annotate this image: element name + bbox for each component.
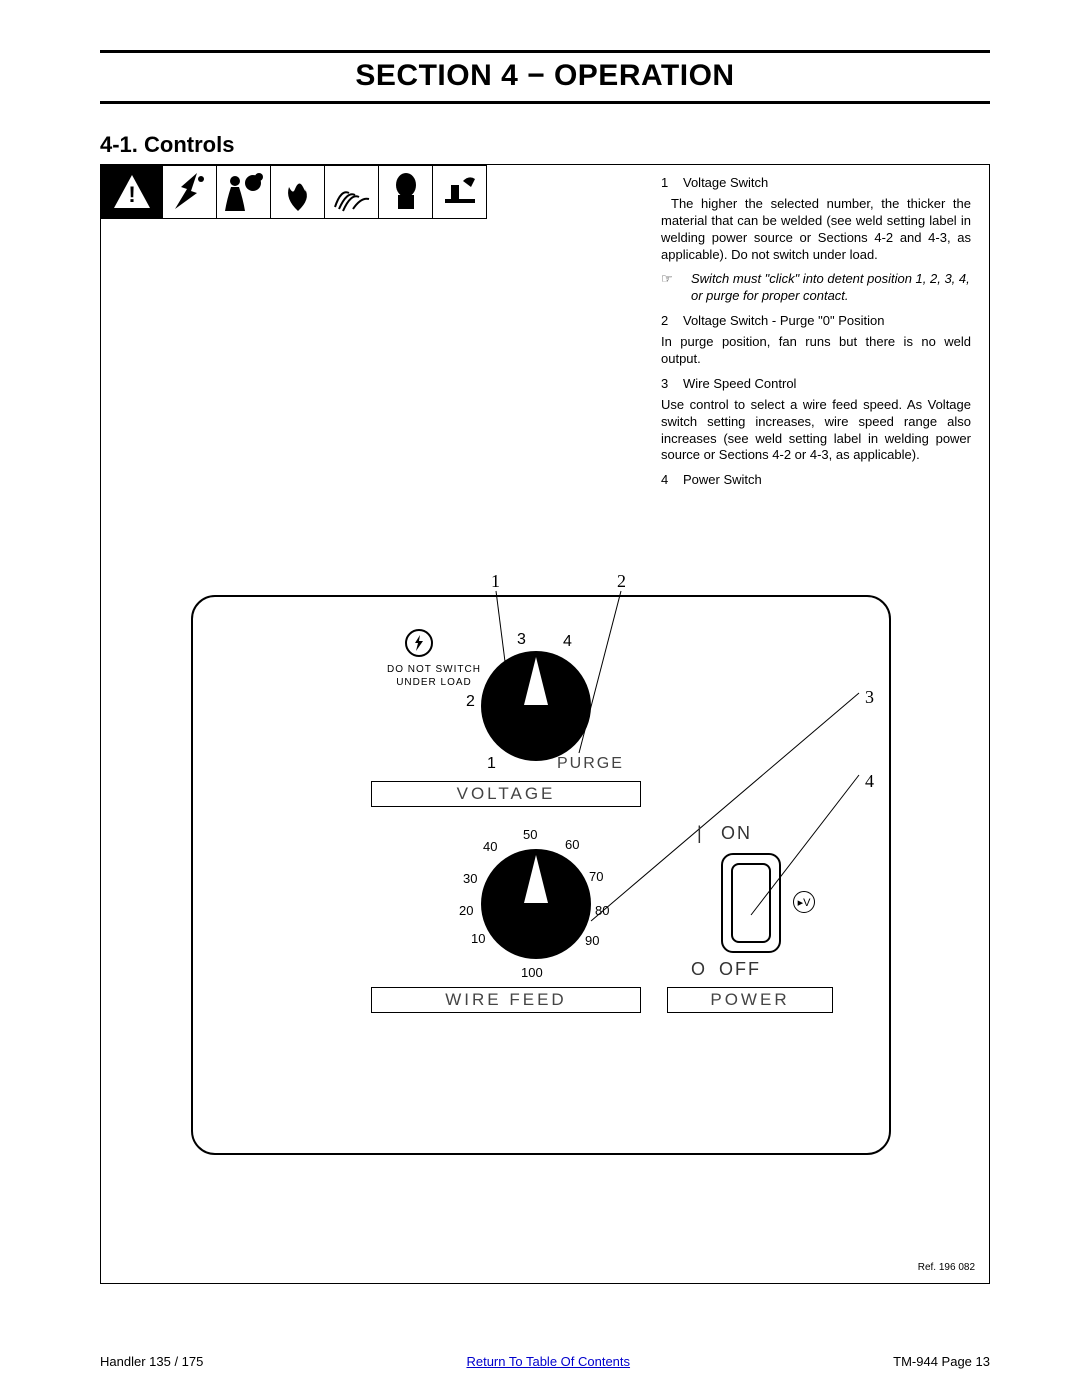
wf-tick: 20 bbox=[459, 903, 473, 918]
reference-number: Ref. 196 082 bbox=[918, 1262, 975, 1273]
wf-tick: 10 bbox=[471, 931, 485, 946]
note-row: ☞ Switch must "click" into detent positi… bbox=[661, 271, 971, 305]
voltage-tick: 4 bbox=[563, 633, 572, 651]
hazard-icon-1 bbox=[163, 165, 217, 219]
wf-tick: 70 bbox=[589, 869, 603, 884]
wirefeed-dial bbox=[481, 849, 591, 959]
legend-num: 4 bbox=[661, 472, 683, 489]
wf-tick: 90 bbox=[585, 933, 599, 948]
legend-num: 2 bbox=[661, 313, 683, 330]
wf-tick: 60 bbox=[565, 837, 579, 852]
voltage-dial bbox=[481, 651, 591, 761]
warning-triangle-icon: ! bbox=[101, 165, 163, 219]
legend-num: 3 bbox=[661, 376, 683, 393]
note-text: Switch must "click" into detent position… bbox=[691, 271, 971, 305]
callout-2: 2 bbox=[617, 571, 626, 592]
wf-tick: 80 bbox=[595, 903, 609, 918]
footer-right: TM-944 Page 13 bbox=[893, 1354, 990, 1369]
section-title: SECTION 4 − OPERATION bbox=[100, 50, 990, 104]
legend-para: In purge position, fan runs but there is… bbox=[661, 334, 971, 368]
wirefeed-box-label: WIRE FEED bbox=[371, 987, 641, 1013]
callout-3-side: 3 bbox=[865, 687, 874, 708]
wf-tick: 30 bbox=[463, 871, 477, 886]
toc-link[interactable]: Return To Table Of Contents bbox=[466, 1354, 630, 1369]
legend-label: Voltage Switch bbox=[683, 175, 768, 192]
callout-1: 1 bbox=[491, 571, 500, 592]
on-label: ON bbox=[721, 823, 752, 844]
controls-diagram: 1 2 3 4 DO NOT SWITCH UNDER LOAD bbox=[191, 595, 891, 1235]
warning-strip: ! bbox=[101, 165, 487, 219]
shock-icon bbox=[405, 629, 433, 657]
do-not-switch-label: DO NOT SWITCH UNDER LOAD bbox=[379, 663, 489, 689]
legend-label: Power Switch bbox=[683, 472, 762, 489]
legend-label: Voltage Switch - Purge "0" Position bbox=[683, 313, 884, 330]
legend-column: 1Voltage Switch The higher the selected … bbox=[661, 175, 971, 493]
footer-left: Handler 135 / 175 bbox=[100, 1354, 203, 1369]
voltage-tick: 3 bbox=[517, 631, 526, 649]
hazard-icon-2 bbox=[217, 165, 271, 219]
legend-label: Wire Speed Control bbox=[683, 376, 796, 393]
subsection-heading: 4-1. Controls bbox=[100, 132, 990, 158]
callout-4-side: 4 bbox=[865, 771, 874, 792]
svg-text:!: ! bbox=[128, 182, 135, 207]
voltage-box-label: VOLTAGE bbox=[371, 781, 641, 807]
content-frame: ! 1Voltage Switch The higher the selecte… bbox=[100, 164, 990, 1284]
note-icon: ☞ bbox=[661, 271, 691, 305]
hazard-icon-6 bbox=[433, 165, 487, 219]
power-box-label: POWER bbox=[667, 987, 833, 1013]
voltage-symbol-icon: ▸V bbox=[793, 891, 815, 913]
off-label: OFF bbox=[719, 959, 761, 980]
hazard-icon-3 bbox=[271, 165, 325, 219]
legend-para: Use control to select a wire feed speed.… bbox=[661, 397, 971, 465]
voltage-tick: 1 bbox=[487, 755, 496, 773]
hazard-icon-5 bbox=[379, 165, 433, 219]
page-footer: Handler 135 / 175 Return To Table Of Con… bbox=[100, 1354, 990, 1369]
power-switch bbox=[721, 853, 781, 953]
legend-num: 1 bbox=[661, 175, 683, 192]
purge-label: PURGE bbox=[557, 755, 624, 773]
on-symbol: | bbox=[697, 823, 704, 844]
legend-para: The higher the selected number, the thic… bbox=[661, 196, 971, 264]
wf-tick: 100 bbox=[521, 965, 543, 980]
off-symbol: O bbox=[691, 959, 707, 980]
wf-tick: 40 bbox=[483, 839, 497, 854]
voltage-tick: 2 bbox=[466, 693, 475, 711]
wf-tick: 50 bbox=[523, 827, 537, 842]
hazard-icon-4 bbox=[325, 165, 379, 219]
